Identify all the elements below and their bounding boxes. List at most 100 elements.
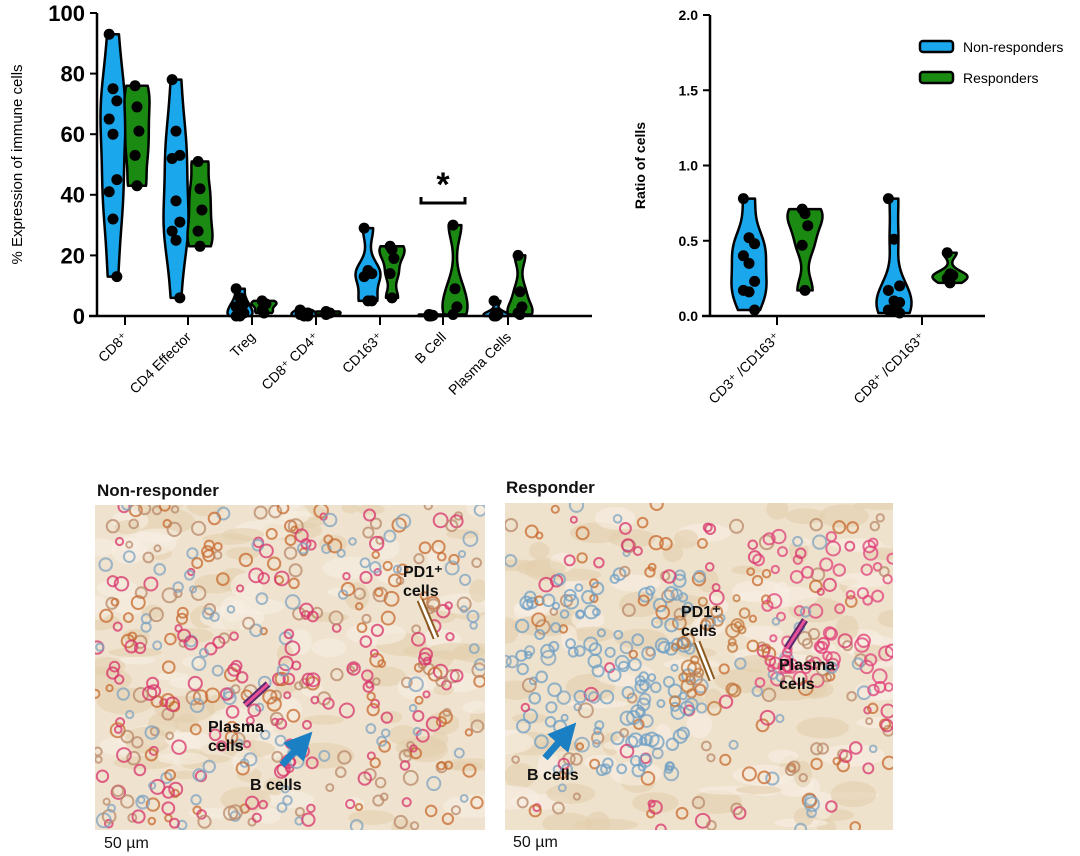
x-tick-label: Treg xyxy=(227,329,258,360)
data-point xyxy=(894,280,906,292)
significance-bracket xyxy=(419,197,467,205)
data-point xyxy=(103,186,115,198)
data-point xyxy=(111,174,123,186)
y-tick-label: 100 xyxy=(48,1,85,26)
data-point xyxy=(490,310,502,322)
data-point xyxy=(103,28,115,40)
data-point xyxy=(514,308,526,320)
label-bcells-left: B cells xyxy=(250,777,302,794)
x-tick-label: CD8⁺ CD4⁺ xyxy=(258,329,322,393)
data-point xyxy=(358,271,370,283)
y-tick-label: 40 xyxy=(61,183,85,208)
data-point xyxy=(174,216,186,228)
scale-label-right: 50 µm xyxy=(513,834,558,851)
panel-title-non-responder: Non-responder xyxy=(97,481,219,500)
data-point xyxy=(192,155,204,167)
y-tick-label: 80 xyxy=(61,62,85,87)
label-plasma-left: Plasma cells xyxy=(208,719,265,755)
data-point xyxy=(799,284,811,296)
data-point xyxy=(170,195,182,207)
data-point xyxy=(799,208,811,220)
micrograph-responder xyxy=(505,503,893,830)
data-point xyxy=(166,74,178,86)
data-point xyxy=(737,250,749,262)
label-pd1-right: PD1⁺ cells xyxy=(681,604,721,640)
violin-responders xyxy=(186,160,214,248)
tissue-texture xyxy=(505,503,893,830)
data-point xyxy=(174,292,186,304)
data-point xyxy=(166,225,178,237)
data-point xyxy=(107,128,119,140)
data-point xyxy=(358,222,370,234)
data-point xyxy=(488,295,500,307)
data-point xyxy=(196,204,208,216)
data-point xyxy=(944,277,956,289)
x-tick-label: CD4 Effector xyxy=(126,329,194,397)
y-tick-label: 0 xyxy=(73,304,85,329)
data-point xyxy=(258,307,270,319)
data-point xyxy=(425,310,437,322)
data-point xyxy=(194,240,206,252)
data-point xyxy=(894,296,906,308)
label-pd1-left: PD1⁺ cells xyxy=(403,564,443,600)
data-point xyxy=(743,257,755,269)
data-point xyxy=(366,295,378,307)
chart-1: 0.0 0.5 1.0 1.5 2.0 Ratio of cells CD3⁺ /CD163… xyxy=(632,7,1063,407)
x-tick-label: CD8⁺ xyxy=(95,329,131,365)
x-tick-label: B Cell xyxy=(411,329,449,367)
data-point xyxy=(882,284,894,296)
y-tick-label: 2.0 xyxy=(679,7,699,23)
data-point xyxy=(514,286,526,298)
data-point xyxy=(111,95,123,107)
data-point xyxy=(749,238,761,250)
legend-label: Responders xyxy=(963,70,1039,86)
data-point xyxy=(131,101,143,113)
violin-non-responders xyxy=(354,226,382,303)
data-point xyxy=(384,268,396,280)
data-point xyxy=(230,283,242,295)
violin-non-responders xyxy=(99,32,127,278)
data-point xyxy=(170,125,182,137)
data-point xyxy=(386,243,398,255)
data-point xyxy=(131,180,143,192)
y-tick-label: 0.0 xyxy=(679,308,699,324)
panel-title-responder: Responder xyxy=(506,478,595,497)
data-point xyxy=(166,152,178,164)
data-point xyxy=(388,252,400,264)
data-point xyxy=(129,80,141,92)
data-point xyxy=(894,307,906,319)
violin-responders xyxy=(441,223,469,316)
significance-star: * xyxy=(436,166,450,204)
y-tick-label: 1.0 xyxy=(679,158,699,174)
data-point xyxy=(111,271,123,283)
data-point xyxy=(737,193,749,205)
label-plasma-right: Plasma cells xyxy=(779,657,836,693)
data-point xyxy=(192,225,204,237)
data-point xyxy=(802,220,814,232)
data-point xyxy=(170,234,182,246)
data-point xyxy=(749,275,761,287)
data-point xyxy=(749,304,761,316)
x-tick-label: CD8⁺ /CD163⁺ xyxy=(850,329,928,407)
y-tick-label: 60 xyxy=(61,122,85,147)
micrograph-non-responder xyxy=(95,505,485,830)
data-point xyxy=(888,233,900,245)
data-point xyxy=(107,83,119,95)
data-point xyxy=(103,113,115,125)
data-point xyxy=(386,292,398,304)
legend-swatch xyxy=(918,70,955,85)
x-tick-label: CD3⁺ /CD163⁺ xyxy=(705,329,783,407)
data-point xyxy=(129,149,141,161)
data-point xyxy=(449,283,461,295)
label-bcells-right: B cells xyxy=(527,767,579,784)
data-point xyxy=(107,213,119,225)
data-point xyxy=(234,310,246,322)
data-point xyxy=(941,247,953,259)
data-point xyxy=(512,249,524,261)
data-point xyxy=(796,239,808,251)
data-point xyxy=(194,183,206,195)
legend-label: Non-responders xyxy=(963,39,1063,55)
y-axis-label: % Expression of immune cells xyxy=(9,64,26,264)
data-point xyxy=(447,308,459,320)
tissue-texture xyxy=(95,505,485,830)
